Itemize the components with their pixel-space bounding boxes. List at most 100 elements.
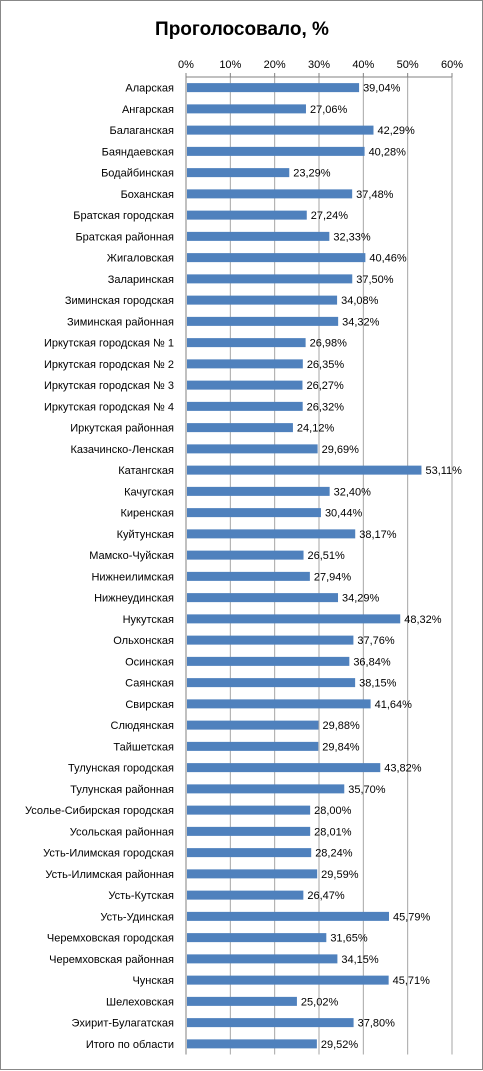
bar (187, 316, 339, 326)
bar (187, 104, 306, 114)
data-label: 38,15% (359, 678, 397, 690)
category-label: Черемховская районная (49, 954, 174, 966)
bar (187, 359, 303, 369)
data-label: 45,71% (393, 975, 431, 987)
category-label: Усольская районная (70, 826, 174, 838)
bar (187, 210, 307, 220)
data-label: 25,02% (301, 996, 339, 1008)
bar (187, 763, 381, 773)
data-label: 48,32% (404, 614, 442, 626)
data-label: 34,15% (341, 954, 379, 966)
category-label: Итого по области (86, 1039, 174, 1051)
category-label: Катангская (118, 465, 174, 477)
bar (187, 231, 330, 241)
category-label: Киренская (121, 508, 175, 520)
x-tick-label: 60% (441, 59, 463, 71)
category-label: Усть-Илимская районная (45, 869, 174, 881)
category-label: Мамско-Чуйская (89, 550, 174, 562)
bar (187, 401, 303, 411)
category-label: Братская районная (75, 231, 174, 243)
category-label: Осинская (125, 656, 174, 668)
data-label: 26,47% (307, 890, 345, 902)
data-label: 26,35% (307, 359, 345, 371)
category-label: Иркутская районная (70, 423, 174, 435)
bar (187, 423, 293, 433)
bar (187, 338, 306, 348)
data-label: 37,76% (357, 635, 395, 647)
data-label: 28,01% (314, 826, 352, 838)
category-label: Усолье-Сибирская городская (25, 805, 174, 817)
data-label: 28,00% (314, 805, 352, 817)
category-label: Братская городская (73, 210, 174, 222)
data-label: 34,32% (342, 316, 380, 328)
data-label: 29,59% (321, 869, 359, 881)
bar (187, 146, 365, 156)
category-label: Тулунская городская (68, 763, 174, 775)
bar (187, 295, 338, 305)
category-label: Качугская (124, 486, 174, 498)
data-label: 29,88% (322, 720, 360, 732)
bar (187, 486, 330, 496)
data-label: 26,32% (307, 401, 345, 413)
category-label: Чунская (132, 975, 174, 987)
data-label: 24,12% (297, 423, 335, 435)
x-tick-label: 0% (178, 59, 194, 71)
bar (187, 593, 339, 603)
bar (187, 189, 353, 199)
bar (187, 826, 311, 836)
bar (187, 614, 401, 624)
category-label: Зиминская городская (65, 295, 174, 307)
data-label: 36,84% (353, 656, 391, 668)
category-label: Саянская (125, 678, 174, 690)
bar (187, 933, 327, 943)
bar (187, 635, 354, 645)
data-label: 34,08% (341, 295, 379, 307)
bar (187, 911, 390, 921)
bar (187, 529, 356, 539)
bar (187, 125, 374, 135)
data-label: 40,46% (369, 253, 407, 265)
data-label: 29,52% (321, 1039, 359, 1051)
category-label: Зиминская районная (67, 316, 174, 328)
bar (187, 508, 321, 518)
bar (187, 805, 311, 815)
bar (187, 678, 356, 688)
bar (187, 996, 297, 1006)
data-label: 37,48% (356, 189, 394, 201)
category-label: Балаганская (110, 125, 175, 137)
data-label: 38,17% (359, 529, 397, 541)
x-tick-label: 40% (352, 59, 374, 71)
x-tick-label: 50% (397, 59, 419, 71)
bar (187, 380, 303, 390)
bar (187, 720, 319, 730)
category-label: Эхирит-Булагатская (72, 1018, 175, 1030)
data-label: 32,40% (334, 486, 372, 498)
category-label: Куйтунская (117, 529, 174, 541)
bar (187, 168, 290, 178)
category-label: Ангарская (122, 104, 174, 116)
bar (187, 571, 310, 581)
bar (187, 975, 389, 985)
data-label: 41,64% (375, 699, 413, 711)
data-label: 43,82% (384, 763, 422, 775)
data-label: 23,29% (293, 168, 331, 180)
category-label: Черемховская городская (47, 933, 174, 945)
category-label: Тулунская районная (70, 784, 174, 796)
chart-title: Проголосовало, % (155, 19, 329, 40)
category-label: Аларская (125, 83, 174, 95)
data-label: 30,44% (325, 508, 363, 520)
data-label: 28,24% (315, 848, 353, 860)
bar (187, 741, 319, 751)
bar (187, 699, 371, 709)
category-label: Шелеховская (106, 996, 174, 1008)
bar (187, 274, 353, 284)
category-label: Усть-Удинская (100, 911, 174, 923)
category-label: Усть-Илимская городская (43, 848, 174, 860)
x-tick-label: 20% (264, 59, 286, 71)
category-label: Ольхонская (113, 635, 174, 647)
data-label: 26,27% (306, 380, 344, 392)
data-label: 53,11% (425, 465, 462, 477)
bar (187, 1018, 354, 1028)
gridlines (185, 77, 453, 1055)
bar (187, 444, 318, 454)
